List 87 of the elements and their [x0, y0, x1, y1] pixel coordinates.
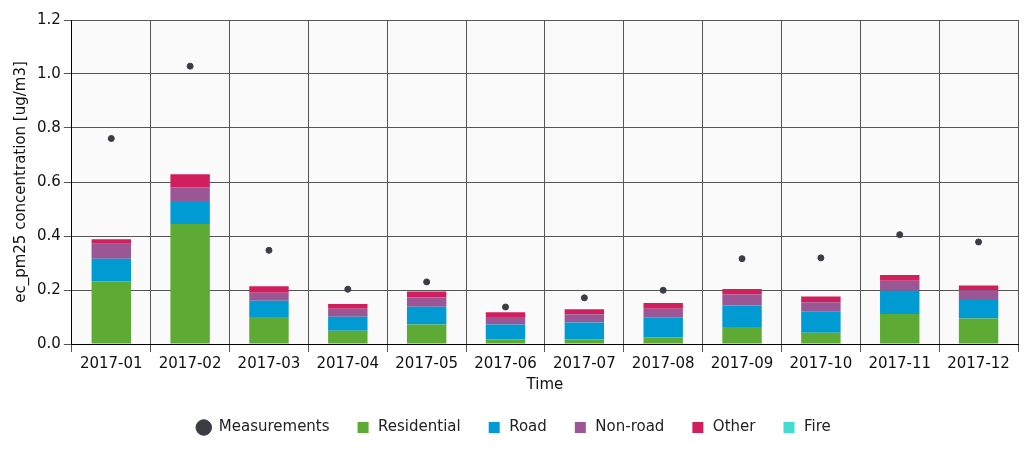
y-axis-title: ec_pm25 concentration [ug/m3]	[10, 61, 30, 303]
point	[659, 286, 667, 294]
x-tick-label: 2017-11	[868, 353, 932, 372]
bar	[564, 309, 605, 315]
bar	[170, 200, 210, 225]
bar	[958, 285, 999, 291]
y-tick-label: 0.0	[37, 333, 61, 352]
bar	[406, 306, 447, 325]
legend-label: Non-road	[595, 417, 665, 436]
bar	[643, 302, 683, 309]
bar	[249, 317, 289, 344]
y-tick-label: 0.4	[37, 225, 61, 244]
bar	[958, 299, 999, 319]
bar	[722, 305, 762, 327]
point	[344, 285, 352, 293]
bar	[249, 292, 289, 301]
y-tick-label: 0.2	[37, 279, 61, 298]
x-tick-label: 2017-01	[79, 353, 143, 372]
x-tick-label: 2017-02	[158, 353, 222, 372]
bar	[880, 280, 920, 291]
y-tick-label: 0.6	[37, 171, 61, 190]
legend-label: Road	[509, 417, 547, 436]
bar	[485, 312, 526, 317]
bar	[91, 281, 131, 344]
bar	[328, 316, 368, 331]
y-tick-label: 1.2	[37, 9, 61, 28]
bar	[801, 296, 841, 303]
bar	[643, 308, 683, 318]
bar	[170, 224, 210, 344]
legend-label: Residential	[378, 417, 461, 436]
bar	[722, 294, 762, 306]
bar	[328, 330, 368, 344]
legend-label: Fire	[803, 417, 831, 436]
y-tick-label: 0.8	[37, 117, 61, 136]
legend-label: Other	[712, 417, 757, 436]
x-tick-label: 2017-05	[395, 353, 458, 372]
point	[423, 278, 431, 286]
bar	[880, 314, 920, 344]
point	[502, 303, 510, 311]
x-tick-label: 2017-07	[553, 353, 616, 372]
point	[817, 254, 825, 262]
bar	[564, 339, 605, 344]
bar	[91, 258, 131, 282]
legend-label: Measurements	[218, 417, 330, 436]
x-tick-label: 2017-12	[947, 353, 1010, 372]
point	[265, 246, 273, 254]
y-tick-label: 1.0	[37, 63, 61, 82]
bar	[722, 326, 762, 344]
x-tick-label: 2017-03	[237, 353, 301, 372]
bar	[91, 239, 131, 244]
bar	[249, 300, 289, 317]
bar	[406, 324, 447, 344]
bar	[643, 337, 683, 344]
bar	[485, 324, 526, 340]
point	[975, 238, 983, 246]
bar	[880, 290, 920, 315]
x-tick-label: 2017-04	[316, 353, 380, 372]
bar	[801, 302, 841, 312]
bar	[958, 318, 999, 344]
bar	[170, 187, 210, 201]
bar	[328, 304, 368, 309]
bar	[249, 286, 289, 293]
bar	[485, 339, 526, 344]
bar	[801, 332, 841, 344]
bar	[91, 243, 131, 259]
bar	[170, 174, 210, 188]
bar	[958, 290, 999, 300]
bar	[643, 317, 683, 338]
x-tick-label: 2017-08	[631, 353, 695, 372]
x-tick-label: 2017-10	[789, 353, 853, 372]
bar	[406, 291, 447, 298]
bar	[801, 311, 841, 333]
point	[896, 231, 904, 239]
x-tick-label: 2017-06	[474, 353, 537, 372]
bar	[485, 317, 526, 325]
bar	[880, 274, 920, 281]
bar	[328, 308, 368, 317]
bar	[564, 314, 605, 323]
bar	[722, 288, 762, 295]
x-tick-label: 2017-09	[710, 353, 774, 372]
x-axis-title: Time	[525, 374, 564, 393]
point	[186, 62, 194, 70]
point	[107, 135, 115, 143]
bar	[564, 322, 605, 340]
point	[738, 255, 746, 263]
point	[580, 294, 588, 302]
bar	[406, 297, 447, 307]
